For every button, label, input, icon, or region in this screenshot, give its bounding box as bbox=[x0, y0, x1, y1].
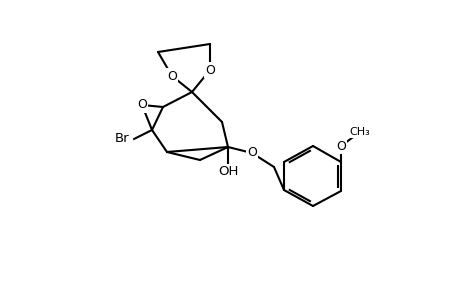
Text: O: O bbox=[137, 98, 146, 112]
Text: O: O bbox=[167, 70, 177, 83]
Text: CH₃: CH₃ bbox=[349, 127, 369, 137]
Text: Br: Br bbox=[114, 132, 129, 146]
Text: O: O bbox=[336, 140, 345, 152]
Text: O: O bbox=[336, 140, 345, 152]
Text: OH: OH bbox=[218, 165, 238, 178]
Text: O: O bbox=[246, 146, 257, 160]
Text: O: O bbox=[205, 64, 214, 76]
